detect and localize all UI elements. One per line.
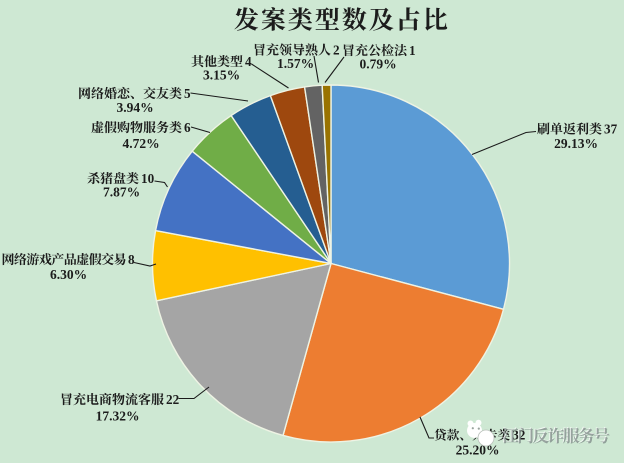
svg-text:6: 6 xyxy=(184,120,191,135)
svg-text:2: 2 xyxy=(333,43,340,58)
svg-text:37: 37 xyxy=(604,122,618,137)
svg-text:0.79%: 0.79% xyxy=(359,57,396,72)
svg-text:6.30%: 6.30% xyxy=(50,267,87,282)
svg-text:29.13%: 29.13% xyxy=(554,136,598,151)
svg-text:5: 5 xyxy=(184,86,191,101)
svg-text:1.57%: 1.57% xyxy=(277,56,314,71)
svg-text:3.94%: 3.94% xyxy=(116,100,153,115)
svg-text:17.32%: 17.32% xyxy=(96,409,140,424)
svg-text:1: 1 xyxy=(409,43,416,58)
svg-text:22: 22 xyxy=(166,392,180,407)
svg-text:10: 10 xyxy=(141,171,155,186)
svg-text:8: 8 xyxy=(128,252,135,267)
svg-text:3.15%: 3.15% xyxy=(203,68,240,83)
svg-text:7.87%: 7.87% xyxy=(103,185,140,200)
svg-text:4: 4 xyxy=(245,54,252,69)
svg-text:25.20%: 25.20% xyxy=(456,443,500,458)
svg-text:4.72%: 4.72% xyxy=(122,136,159,151)
